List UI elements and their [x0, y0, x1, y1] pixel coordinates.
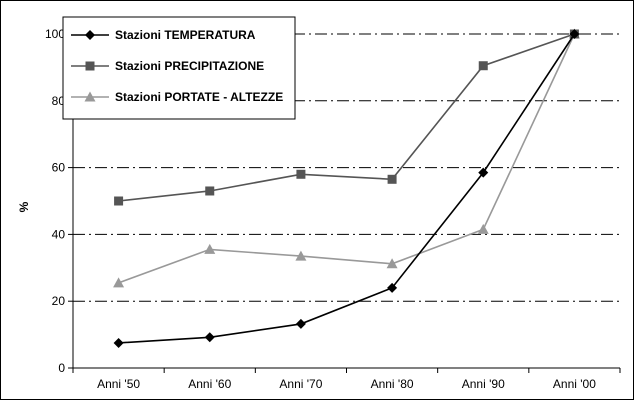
y-tick-label: 40: [52, 227, 66, 241]
y-tick-label: 100: [45, 27, 65, 41]
data-point: [478, 167, 489, 178]
legend-label: Stazioni PRECIPITAZIONE: [115, 59, 264, 73]
legend-label: Stazioni TEMPERATURA: [115, 28, 256, 42]
data-point: [113, 277, 125, 288]
series-line: [118, 33, 575, 202]
y-tick-labels: 0 20 40 60 80 100: [45, 27, 65, 375]
data-point: [386, 258, 398, 269]
legend-label: Stazioni PORTATE - ALTEZZE: [115, 90, 283, 104]
series-line: [118, 33, 576, 284]
data-point: [113, 337, 124, 348]
data-point: [387, 282, 398, 293]
y-tick-label: 0: [58, 361, 65, 375]
x-tick-labels: Anni '50 Anni '60 Anni '70 Anni '80 Anni '90…: [97, 377, 596, 391]
legend: Stazioni TEMPERATURA Stazioni PRECIPITAZI…: [62, 16, 296, 120]
series-0: [113, 29, 580, 348]
y-tick-label: 60: [52, 161, 66, 175]
data-point: [296, 169, 306, 179]
y-tick-label: 80: [52, 94, 66, 108]
legend-marker: [85, 61, 95, 71]
series-lines: [113, 28, 580, 348]
data-point: [205, 186, 215, 196]
x-tick-label: Anni '60: [188, 377, 231, 391]
x-tick-label: Anni '80: [371, 377, 414, 391]
series-line: [118, 33, 576, 344]
data-point: [477, 223, 489, 234]
x-tick-label: Anni '50: [97, 377, 140, 391]
data-point: [295, 250, 307, 261]
legend-box: [62, 16, 296, 120]
data-point: [295, 318, 306, 329]
data-point: [114, 196, 124, 206]
x-tick-label: Anni '00: [553, 377, 596, 391]
legend-item: Stazioni TEMPERATURA: [71, 28, 256, 42]
x-tick-label: Anni '70: [279, 377, 322, 391]
legend-item: Stazioni PRECIPITAZIONE: [71, 59, 264, 73]
y-tick-label: 20: [52, 294, 66, 308]
legend-marker: [84, 91, 96, 102]
data-point: [387, 174, 397, 184]
legend-item: Stazioni PORTATE - ALTEZZE: [71, 90, 283, 104]
data-point: [204, 332, 215, 343]
x-tick-label: Anni '90: [462, 377, 505, 391]
data-point: [204, 243, 216, 254]
y-axis-label: %: [17, 201, 31, 212]
legend-marker: [85, 30, 95, 40]
data-point: [569, 29, 580, 39]
data-point: [478, 61, 488, 71]
